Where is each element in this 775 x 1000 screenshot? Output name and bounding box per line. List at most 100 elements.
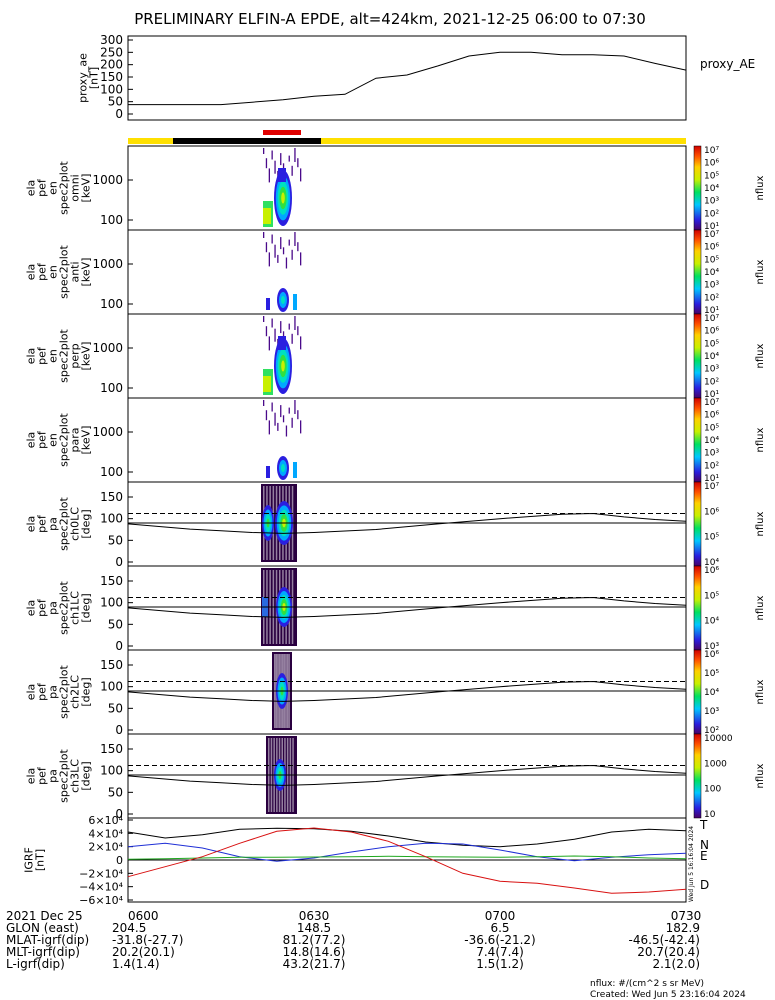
y-tick-label: 150 (100, 658, 123, 672)
spectrum-streak (297, 326, 299, 336)
y-label-text: spec2plot (58, 245, 71, 299)
colorbar-tick-label: 10⁷ (704, 230, 719, 240)
y-label-text: [keV] (80, 426, 93, 455)
ephemeris-row-label: 2021 Dec 25 (6, 909, 83, 923)
y-tick-label: 50 (108, 533, 123, 547)
colorbar: 10000 1000 100 10 nflux (693, 733, 766, 820)
ephemeris-value: -46.5(-42.4) (629, 933, 700, 947)
ephemeris-value: 204.5 (112, 921, 146, 935)
colorbar-tick-label: 10 (704, 810, 716, 820)
spectrum-cell (281, 360, 285, 372)
y-label-text: perp (69, 343, 82, 368)
spectrum-streak (294, 232, 296, 246)
igrf-y-tick-label: 0 (116, 854, 123, 867)
panel-frame (127, 481, 687, 567)
y-label-text: [keV] (80, 342, 93, 371)
ae-series-label: proxy_AE (700, 57, 755, 71)
ae-y-label-text: proxy_ae (77, 53, 90, 103)
colorbar-tick-label: 10⁶ (704, 566, 719, 576)
colorbar-tick-label: 10² (704, 293, 719, 303)
spectrum-streak (294, 148, 296, 162)
y-tick-label: 150 (100, 574, 123, 588)
y-ticks: 1000 100 (92, 173, 133, 227)
spectrum-data (263, 148, 302, 227)
spectrum-streak (280, 153, 282, 166)
spectrum-cell (293, 294, 297, 310)
ephemeris-value: 1.4(1.4) (112, 957, 160, 971)
colorbar: 10⁶ 10⁵ 10⁴ 10³ nflux (693, 565, 766, 652)
ephemeris-time: 0600 (128, 909, 159, 923)
spectrum-data (263, 400, 302, 480)
colorbar-tick-label: 10⁴ (704, 688, 719, 698)
ephemeris-value: 81.2(77.2) (283, 933, 346, 947)
colorbar-tick-label: 10⁶ (704, 650, 719, 660)
y-tick-label: 150 (100, 490, 123, 504)
spectrum-streak (285, 425, 288, 437)
spectrum-streak (268, 420, 270, 435)
panel-frame (127, 313, 687, 399)
y-label-text: spec2plot (58, 329, 71, 383)
ae-y-label: proxy_ae[nT] (77, 53, 101, 103)
y-ticks: 1000 100 (92, 257, 133, 311)
y-label-text: [deg] (80, 509, 93, 538)
y-label-text: pa (47, 769, 60, 783)
igrf-legend-item: N (700, 838, 709, 852)
ae-y-tick-label: 100 (100, 82, 123, 96)
y-label-text: spec2plot (58, 749, 71, 803)
colorbar-tick-label: 10⁷ (704, 314, 719, 324)
spectrum-streak (285, 257, 288, 269)
colorbar: 10⁷ 10⁶ 10⁵ 10⁴ 10³ 10² 10¹ nflux (693, 145, 766, 232)
y-label-text: en (47, 181, 60, 195)
ae-y-tick-label: 0 (115, 107, 123, 121)
igrf_E-line (127, 855, 687, 860)
ae-y-tick-label: 150 (100, 70, 123, 84)
igrf_T-line (127, 827, 687, 848)
colorbar-tick-label: 10⁵ (704, 171, 719, 181)
spectrum-cell (278, 336, 286, 350)
spectrum-streak (288, 239, 290, 246)
y-label-text: pef (36, 682, 49, 701)
y-tick-label: 0 (115, 723, 123, 737)
y-label-text: [deg] (80, 593, 93, 622)
spectrum-data (263, 316, 302, 395)
igrf-y-tick-label: 6×10⁴ (88, 814, 123, 827)
y-label-text: ch0LC (69, 507, 82, 541)
y-tick-label: 100 (100, 596, 123, 610)
colorbar-label: nflux (755, 511, 766, 536)
y-label-text: [deg] (80, 761, 93, 790)
spectrum-streak (280, 237, 282, 250)
spectrum-streak (265, 326, 268, 337)
spectrum-streak (277, 422, 279, 431)
colorbar-tick-label: 10³ (704, 449, 719, 459)
igrf-legend-item: D (700, 878, 709, 892)
ephemeris-value: 2.1(2.0) (652, 957, 700, 971)
y-label-text: spec2plot (58, 665, 71, 719)
y-label-text: pef (36, 178, 49, 197)
spectrum-streak (297, 158, 299, 168)
igrf_D-line (127, 827, 687, 894)
field-line-angle (127, 764, 687, 786)
ae-frame (127, 35, 687, 121)
igrf-y-label-text: IGRF (23, 847, 36, 873)
y-label-text: [keV] (80, 174, 93, 203)
y-label-text: anti (69, 261, 82, 282)
colorbar-label: nflux (755, 259, 766, 284)
y-tick-label: 100 (100, 680, 123, 694)
ephemeris-value: 14.8(14.6) (283, 945, 346, 959)
colorbar-tick-label: 10⁶ (704, 243, 719, 253)
side-stamp: Wed Jun 5 16:16:04 2024 (688, 826, 695, 902)
y-label-text: ch3LC (69, 759, 82, 793)
ephemeris-row-label: MLT-igrf(dip) (6, 945, 80, 959)
colorbar-tick-label: 10⁷ (704, 146, 719, 156)
spectrum-streak (268, 252, 270, 267)
spectrum-streak (300, 336, 302, 350)
ephemeris-row-label: GLON (east) (6, 921, 79, 935)
colorbar-tick-label: 10⁶ (704, 159, 719, 169)
spectrum-streak (277, 254, 279, 263)
orbit-bar-black (173, 138, 321, 144)
colorbar-tick-label: 10³ (704, 642, 719, 652)
spectrum-streak (274, 328, 276, 342)
